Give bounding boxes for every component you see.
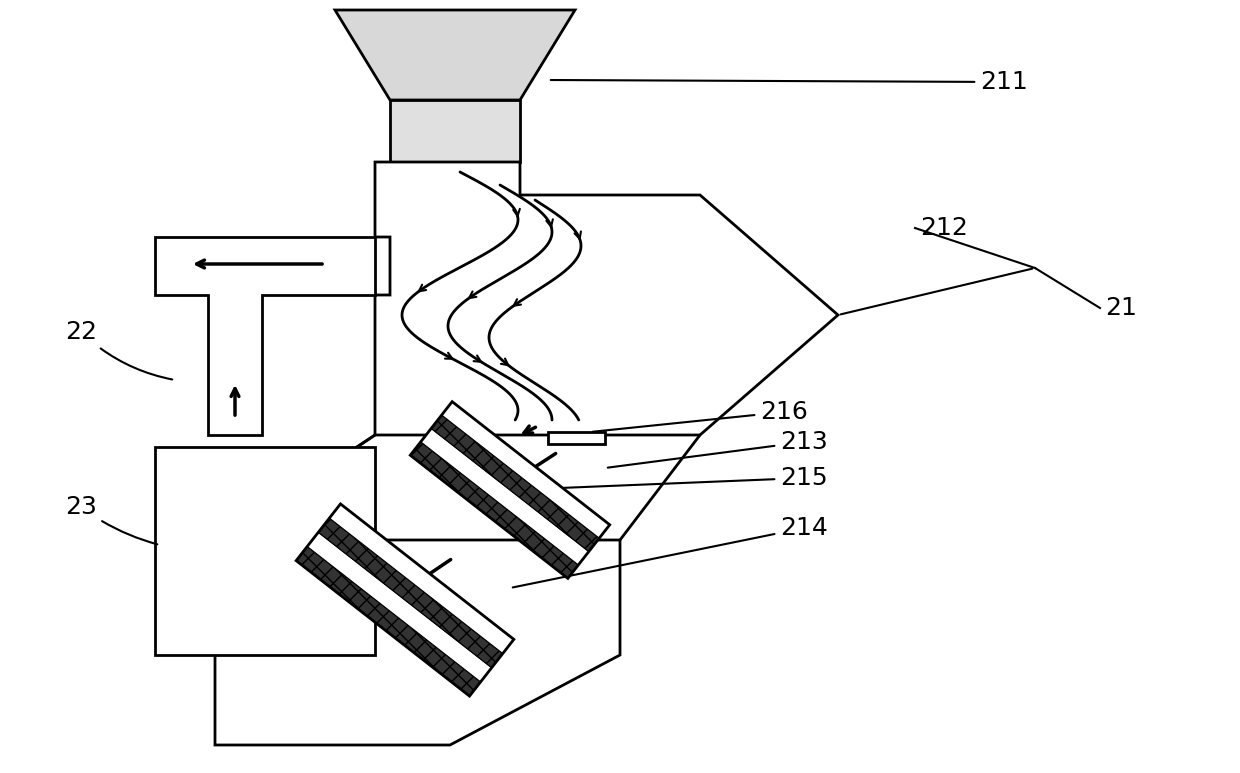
Polygon shape (308, 533, 492, 682)
Text: 23: 23 (64, 495, 157, 544)
Polygon shape (548, 432, 605, 444)
Polygon shape (374, 162, 838, 435)
Polygon shape (155, 237, 374, 435)
Text: 21: 21 (1105, 296, 1137, 320)
Polygon shape (319, 518, 502, 668)
Polygon shape (296, 547, 481, 696)
Polygon shape (420, 428, 589, 565)
Polygon shape (335, 10, 575, 100)
Text: 22: 22 (64, 320, 172, 380)
Text: 215: 215 (563, 466, 827, 490)
Text: 213: 213 (608, 430, 828, 468)
Polygon shape (391, 100, 520, 162)
Text: 214: 214 (512, 516, 828, 587)
Polygon shape (215, 540, 620, 745)
Polygon shape (155, 447, 374, 655)
Polygon shape (441, 402, 610, 538)
Polygon shape (432, 415, 599, 552)
Text: 211: 211 (551, 70, 1028, 94)
Text: 212: 212 (920, 216, 968, 240)
Polygon shape (410, 442, 578, 578)
Polygon shape (330, 504, 513, 653)
Text: 216: 216 (593, 400, 808, 431)
